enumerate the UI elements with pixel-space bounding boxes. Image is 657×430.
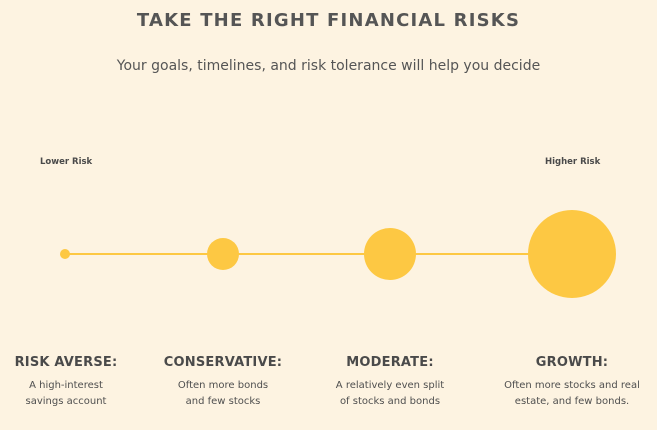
growth-desc-line-2: estate, and few bonds.	[514, 396, 630, 407]
moderate-desc-line-2: of stocks and bonds	[339, 396, 441, 407]
growth-description: Often more stocks and real estate, and f…	[492, 378, 652, 410]
moderate-desc-line-1: A relatively even split	[335, 380, 445, 391]
risk-averse-desc-line-1: A high-interest	[29, 380, 103, 391]
conservative-desc-line-2: and few stocks	[185, 396, 261, 407]
growth-title: GROWTH:	[535, 355, 609, 370]
risk-averse-desc-line-2: savings account	[25, 396, 107, 407]
moderate-circle	[364, 228, 416, 280]
moderate-column: MODERATE: A relatively even split of sto…	[310, 355, 470, 410]
risk-scale-line	[65, 253, 571, 255]
growth-desc-line-1: Often more stocks and real	[504, 380, 640, 391]
lower-risk-label: Lower Risk	[40, 157, 93, 167]
risk-averse-title: RISK AVERSE:	[14, 355, 118, 370]
growth-circle	[528, 210, 616, 298]
risk-averse-circle	[60, 249, 70, 259]
higher-risk-label: Higher Risk	[545, 157, 601, 167]
conservative-description: Often more bonds and few stocks	[143, 378, 303, 410]
growth-column: GROWTH: Often more stocks and real estat…	[492, 355, 652, 410]
conservative-circle	[207, 238, 239, 270]
moderate-description: A relatively even split of stocks and bo…	[310, 378, 470, 410]
conservative-title: CONSERVATIVE:	[163, 355, 283, 370]
page-subtitle: Your goals, timelines, and risk toleranc…	[116, 58, 541, 74]
risk-averse-description: A high-interest savings account	[0, 378, 146, 410]
moderate-title: MODERATE:	[346, 355, 434, 370]
risk-averse-column: RISK AVERSE: A high-interest savings acc…	[0, 355, 146, 410]
conservative-column: CONSERVATIVE: Often more bonds and few s…	[143, 355, 303, 410]
page-title: TAKE THE RIGHT FINANCIAL RISKS	[136, 10, 521, 31]
conservative-desc-line-1: Often more bonds	[177, 380, 269, 391]
